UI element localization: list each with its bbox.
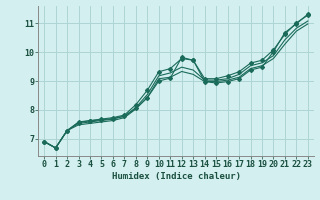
X-axis label: Humidex (Indice chaleur): Humidex (Indice chaleur) — [111, 172, 241, 181]
